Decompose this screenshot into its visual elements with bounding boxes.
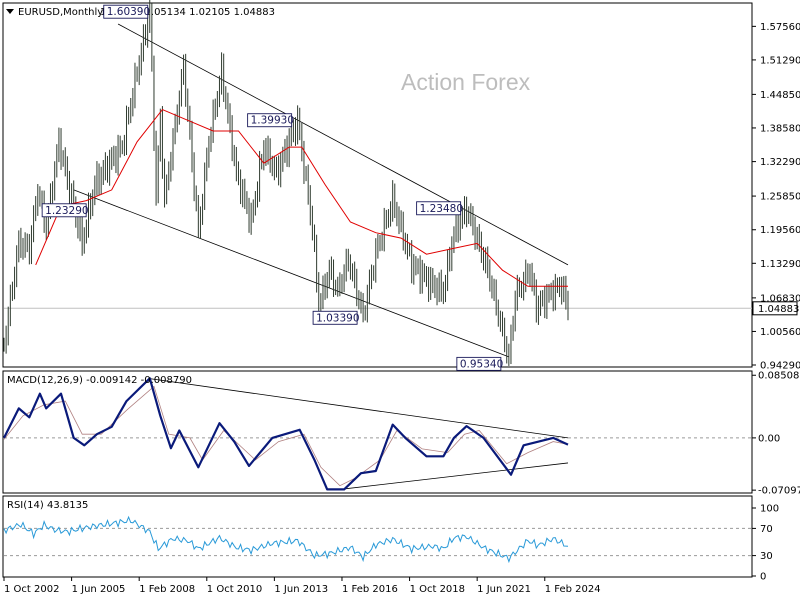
current-price-text: 1.04883 bbox=[758, 304, 799, 315]
rsi-panel-frame bbox=[2, 495, 753, 578]
swing-label: 1.23480 bbox=[416, 201, 463, 216]
x-tick-label: 1 Feb 2008 bbox=[139, 584, 195, 595]
x-tick-label: 1 Oct 2002 bbox=[4, 584, 59, 595]
x-tick-label: 1 Feb 2024 bbox=[545, 584, 601, 595]
dropdown-triangle-icon[interactable] bbox=[6, 9, 14, 14]
macd-signal-line bbox=[3, 385, 569, 487]
current-price-box bbox=[752, 301, 798, 316]
swing-label-box bbox=[312, 310, 358, 325]
swing-label: 1.23290 bbox=[41, 203, 89, 218]
price-tick-label: 1.00560 bbox=[760, 327, 800, 338]
swing-label: 1.60390 bbox=[103, 4, 150, 19]
x-axis: 1 Oct 2002 1 Jun 2005 1 Feb 2008 1 Oct 2010… bbox=[3, 577, 601, 595]
price-tick-label: 1.51290 bbox=[760, 55, 800, 66]
price-trendline bbox=[117, 23, 569, 266]
swing-label: 0.95340 bbox=[456, 356, 503, 371]
macd-tick-label: 0.00 bbox=[758, 433, 780, 444]
swing-label-box bbox=[456, 356, 502, 371]
swing-label-text: 1.23290 bbox=[45, 205, 88, 217]
macd-panel: 0.085089 0.00 -0.070977 bbox=[3, 371, 800, 497]
x-tick-label: 1 Jun 2005 bbox=[72, 584, 126, 595]
swing-label-text: 1.60390 bbox=[107, 6, 150, 18]
rsi-tick-label: 70 bbox=[760, 524, 773, 535]
price-tick-label: 1.13290 bbox=[760, 259, 800, 270]
macd-trendline bbox=[149, 378, 569, 439]
watermark-text: Action Forex bbox=[401, 69, 531, 95]
price-panel-frame bbox=[2, 2, 753, 368]
swing-label-box bbox=[103, 4, 149, 19]
macd-tick-label: -0.070977 bbox=[758, 486, 800, 497]
ohlc-values: 1.02531 1.05134 1.02105 1.04883 bbox=[100, 7, 275, 18]
macd-tick-label: 0.085089 bbox=[758, 371, 800, 382]
symbol-label: EURUSD,Monthly bbox=[18, 7, 103, 18]
swing-label-text: 1.03390 bbox=[316, 312, 359, 324]
price-tick-label: 1.44850 bbox=[760, 90, 800, 101]
rsi-panel: 100 70 30 0 bbox=[3, 504, 779, 583]
swing-label-box bbox=[416, 201, 462, 216]
swing-label-text: 1.39930 bbox=[251, 115, 294, 127]
price-tick-label: 0.94290 bbox=[760, 361, 800, 372]
x-tick-label: 1 Feb 2016 bbox=[342, 584, 398, 595]
swing-label: 1.03390 bbox=[312, 310, 360, 325]
current-price-label: 1.04883 bbox=[752, 301, 799, 316]
price-tick-label: 1.25850 bbox=[760, 192, 800, 203]
x-tick-label: 1 Oct 2018 bbox=[410, 584, 465, 595]
swing-label-text: 0.95340 bbox=[460, 358, 503, 370]
swing-label-text: 1.23480 bbox=[420, 203, 463, 215]
macd-main-line bbox=[3, 377, 569, 491]
swing-label-box bbox=[41, 203, 87, 218]
price-tick-label: 1.06830 bbox=[760, 293, 800, 304]
rsi-line bbox=[3, 515, 569, 564]
price-tick-label: 1.57560 bbox=[760, 22, 800, 33]
price-panel: 1.57560 1.51290 1.44850 1.38580 1.32290 1.258… bbox=[3, 0, 800, 372]
price-tick-label: 1.19560 bbox=[760, 225, 800, 236]
macd-title: MACD(12,26,9) -0.009142 -0.008790 bbox=[7, 375, 192, 386]
rsi-tick-label: 100 bbox=[760, 504, 779, 515]
x-tick-label: 1 Jun 2021 bbox=[477, 584, 531, 595]
price-tick-label: 1.38580 bbox=[760, 123, 800, 134]
macd-trendline bbox=[339, 462, 569, 490]
price-tick-label: 1.32290 bbox=[760, 157, 800, 168]
macd-panel-frame bbox=[2, 370, 753, 494]
x-tick-label: 1 Oct 2010 bbox=[207, 584, 262, 595]
rsi-title: RSI(14) 43.8135 bbox=[7, 500, 88, 511]
moving-average-line bbox=[35, 108, 568, 287]
swing-label: 1.39930 bbox=[247, 113, 294, 128]
rsi-tick-label: 0 bbox=[760, 572, 766, 583]
price-trendline bbox=[73, 189, 509, 358]
rsi-tick-label: 30 bbox=[760, 551, 773, 562]
swing-label-box bbox=[247, 113, 293, 128]
x-tick-label: 1 Jun 2013 bbox=[274, 584, 328, 595]
